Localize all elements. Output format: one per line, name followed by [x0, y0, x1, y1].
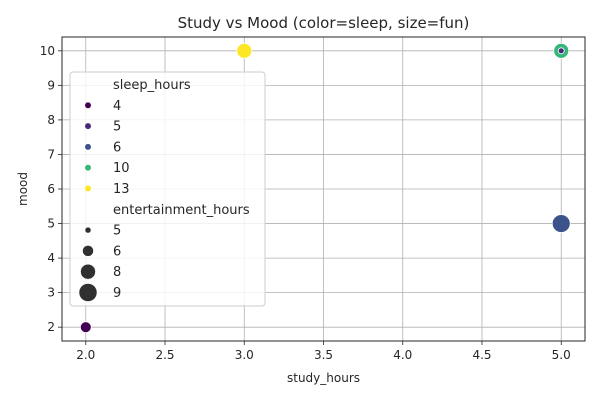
legend-hue-label: 10 — [113, 161, 130, 176]
legend-hue-label: 13 — [113, 182, 130, 197]
legend-hue-label: 4 — [113, 99, 121, 114]
y-tick-label: 5 — [47, 217, 55, 231]
y-tick-label: 4 — [47, 251, 55, 265]
chart-title: Study vs Mood (color=sleep, size=fun) — [178, 14, 470, 32]
legend-hue-title: sleep_hours — [113, 78, 191, 93]
y-axis-label: mood — [16, 172, 30, 206]
legend-size-marker — [78, 283, 98, 302]
data-point — [557, 47, 565, 55]
y-tick-label: 8 — [47, 113, 55, 127]
legend-size-marker — [84, 226, 92, 234]
legend-hue-label: 5 — [113, 120, 121, 135]
legend-size-label: 6 — [113, 244, 121, 259]
x-tick-label: 3.0 — [235, 348, 254, 362]
x-tick-label: 5.0 — [552, 348, 571, 362]
x-tick-label: 4.5 — [472, 348, 491, 362]
data-point — [79, 321, 92, 334]
y-tick-label: 7 — [47, 147, 55, 161]
y-ticks: 2 3 4 5 6 7 8 9 10 — [40, 44, 62, 334]
legend-size-label: 9 — [113, 286, 121, 301]
legend-size-title: entertainment_hours — [113, 203, 250, 218]
legend: sleep_hours 4 5 6 10 13 entertainment_hours 5 6 8… — [69, 71, 266, 307]
legend-hue-marker — [84, 101, 92, 109]
legend-frame — [69, 71, 266, 307]
x-axis-label: study_hours — [287, 371, 360, 385]
y-tick-label: 2 — [47, 320, 55, 334]
x-tick-label: 4.0 — [393, 348, 412, 362]
y-tick-label: 6 — [47, 182, 55, 196]
legend-size-marker — [82, 245, 94, 257]
x-tick-label: 3.5 — [314, 348, 333, 362]
legend-size-label: 5 — [113, 224, 121, 239]
data-point — [236, 42, 253, 59]
legend-hue-label: 6 — [113, 140, 121, 155]
x-ticks: 2.0 2.5 3.0 3.5 4.0 4.5 5.0 — [76, 341, 571, 362]
y-tick-label: 3 — [47, 286, 55, 300]
legend-hue-marker — [84, 185, 92, 192]
y-tick-label: 9 — [47, 78, 55, 92]
legend-hue-marker — [84, 164, 92, 172]
legend-size-label: 8 — [113, 265, 121, 280]
points — [79, 42, 571, 334]
legend-size-marker — [80, 263, 96, 280]
x-tick-label: 2.0 — [76, 348, 95, 362]
x-tick-label: 2.5 — [155, 348, 174, 362]
data-point — [551, 214, 571, 233]
legend-hue-marker — [84, 143, 92, 151]
y-tick-label: 10 — [40, 44, 55, 58]
legend-hue-marker — [84, 122, 92, 130]
